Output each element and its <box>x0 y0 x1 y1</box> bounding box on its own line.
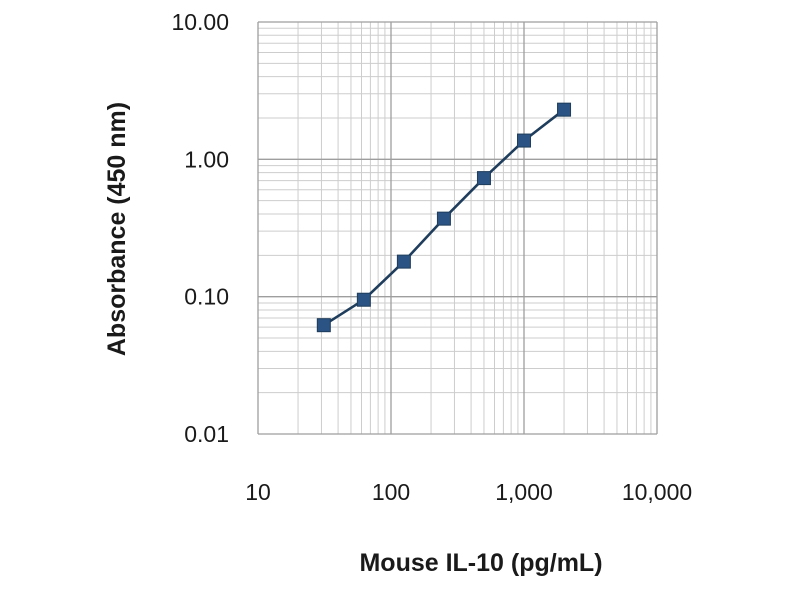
y-tick-label: 10.00 <box>171 9 229 35</box>
data-point-marker <box>356 292 371 307</box>
x-tick-label: 100 <box>372 479 410 505</box>
y-tick-label: 0.10 <box>184 284 229 310</box>
y-tick-label: 1.00 <box>184 146 229 172</box>
grid <box>257 21 658 435</box>
data-point-marker <box>517 133 531 148</box>
x-axis-title: Mouse IL-10 (pg/mL) <box>359 549 602 577</box>
y-axis-title: Absorbance (450 nm) <box>103 102 131 356</box>
y-axis-ticks: 0.01 0.10 1.00 10.00 <box>171 9 229 447</box>
x-tick-label: 10,000 <box>622 479 692 505</box>
y-tick-label: 0.01 <box>184 421 229 447</box>
data-point-marker <box>396 254 411 269</box>
data-point-marker <box>557 102 572 117</box>
data-point-marker <box>476 171 491 186</box>
x-axis-ticks: 10 100 1,000 10,000 <box>245 479 692 505</box>
data-point-marker <box>436 211 451 226</box>
x-tick-label: 1,000 <box>495 479 553 505</box>
data-markers <box>316 102 572 333</box>
x-tick-label: 10 <box>245 479 271 505</box>
data-point-marker <box>316 318 331 333</box>
